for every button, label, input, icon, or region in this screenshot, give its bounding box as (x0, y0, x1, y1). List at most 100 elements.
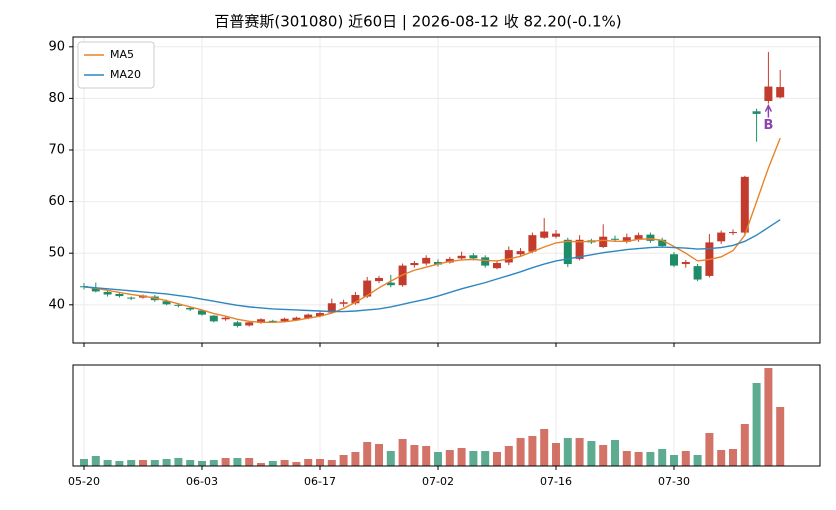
volume-bar (563, 438, 572, 466)
volume-frame (72, 364, 821, 467)
volume-bar (398, 439, 407, 466)
volume-bar (516, 438, 525, 466)
x-tick-label: 05-20 (68, 475, 100, 488)
candle-body (469, 255, 478, 259)
volume-bar (445, 450, 454, 466)
candle-body (717, 232, 726, 242)
candle-body (528, 235, 537, 252)
candle-body (91, 287, 100, 292)
x-tick-label: 06-03 (186, 475, 218, 488)
candle-body (422, 257, 431, 264)
candle-body (209, 315, 218, 322)
x-tick-label: 07-16 (540, 475, 572, 488)
candle-body (681, 261, 690, 265)
candle-body (316, 313, 324, 317)
candle-body (386, 282, 395, 286)
legend-box (77, 41, 155, 89)
candle-body (221, 317, 230, 320)
candle-body (516, 251, 525, 255)
candle-body (658, 239, 667, 246)
candle-body (540, 231, 549, 238)
volume-bar (587, 441, 596, 466)
candle-body (186, 307, 195, 310)
volume-bar (658, 449, 667, 466)
candle-body (552, 233, 560, 237)
volume-bar (198, 461, 206, 466)
candle-body (646, 234, 655, 241)
volume-bar (115, 461, 124, 466)
candle-body (304, 314, 313, 319)
volume-bar (174, 458, 183, 466)
volume-bar (681, 451, 690, 466)
volume-bar (670, 455, 678, 466)
volume-bar (634, 452, 643, 466)
y-tick-label: 70 (48, 143, 65, 158)
candle-body (327, 303, 336, 313)
volume-bar (245, 458, 254, 466)
volume-bar (422, 446, 431, 466)
volume-bar (752, 383, 761, 466)
ma-line (83, 219, 781, 313)
volume-bar (327, 460, 336, 466)
legend-label: MA5 (110, 48, 134, 61)
volume-bar (162, 459, 171, 466)
candle-body (339, 302, 348, 304)
volume-bar (705, 433, 714, 466)
candle-body (563, 239, 572, 265)
candle-body (504, 250, 513, 263)
candle-body (280, 318, 289, 322)
volume-bar (528, 436, 537, 466)
volume-bar (693, 455, 702, 466)
candle-body (764, 86, 773, 101)
volume-bar (375, 444, 383, 466)
volume-bar (646, 452, 655, 466)
volume-bar (209, 460, 218, 466)
volume-bar (80, 459, 88, 466)
candle-body (481, 257, 490, 266)
candle-body (268, 320, 277, 322)
volume-bar (457, 448, 466, 466)
volume-bar (103, 460, 112, 466)
volume-bar (268, 461, 277, 466)
candle-body (257, 319, 265, 323)
candle-body (693, 266, 702, 280)
volume-bar (351, 452, 360, 466)
candle-body (670, 254, 678, 266)
candle-body (198, 310, 206, 315)
volume-bar (575, 438, 584, 466)
volume-bar (339, 455, 348, 466)
volume-bar (611, 440, 619, 466)
candle-body (445, 258, 454, 263)
volume-bar (552, 443, 560, 466)
candle-body (351, 295, 360, 304)
volume-bar (91, 456, 100, 466)
volume-bar (150, 460, 159, 466)
candle-body (599, 236, 608, 248)
volume-bar (257, 463, 265, 466)
candle-body (363, 280, 372, 297)
candle-body (729, 232, 737, 234)
candle-body (776, 87, 785, 98)
volume-bar (292, 462, 301, 466)
volume-bar (776, 407, 785, 466)
candle-body (292, 317, 301, 321)
volume-bar (280, 460, 289, 466)
volume-bar (410, 445, 419, 466)
candle-body (375, 277, 383, 282)
volume-bar (469, 451, 478, 466)
legend: MA5 MA20 (77, 41, 155, 89)
y-tick-label: 90 (48, 39, 65, 54)
volume-bar (316, 459, 324, 466)
candle-body (103, 291, 112, 295)
volume-bar (622, 451, 631, 466)
volume-bar (729, 449, 737, 466)
plot-frame (72, 36, 821, 344)
x-tick-label: 07-30 (658, 475, 690, 488)
candle-body (493, 263, 501, 269)
candle-body (127, 297, 136, 299)
annotation-arrowhead (764, 103, 773, 112)
volume-bar (504, 446, 513, 466)
candle-body (233, 322, 242, 326)
candle-body (634, 235, 643, 240)
volume-bar (363, 442, 372, 466)
